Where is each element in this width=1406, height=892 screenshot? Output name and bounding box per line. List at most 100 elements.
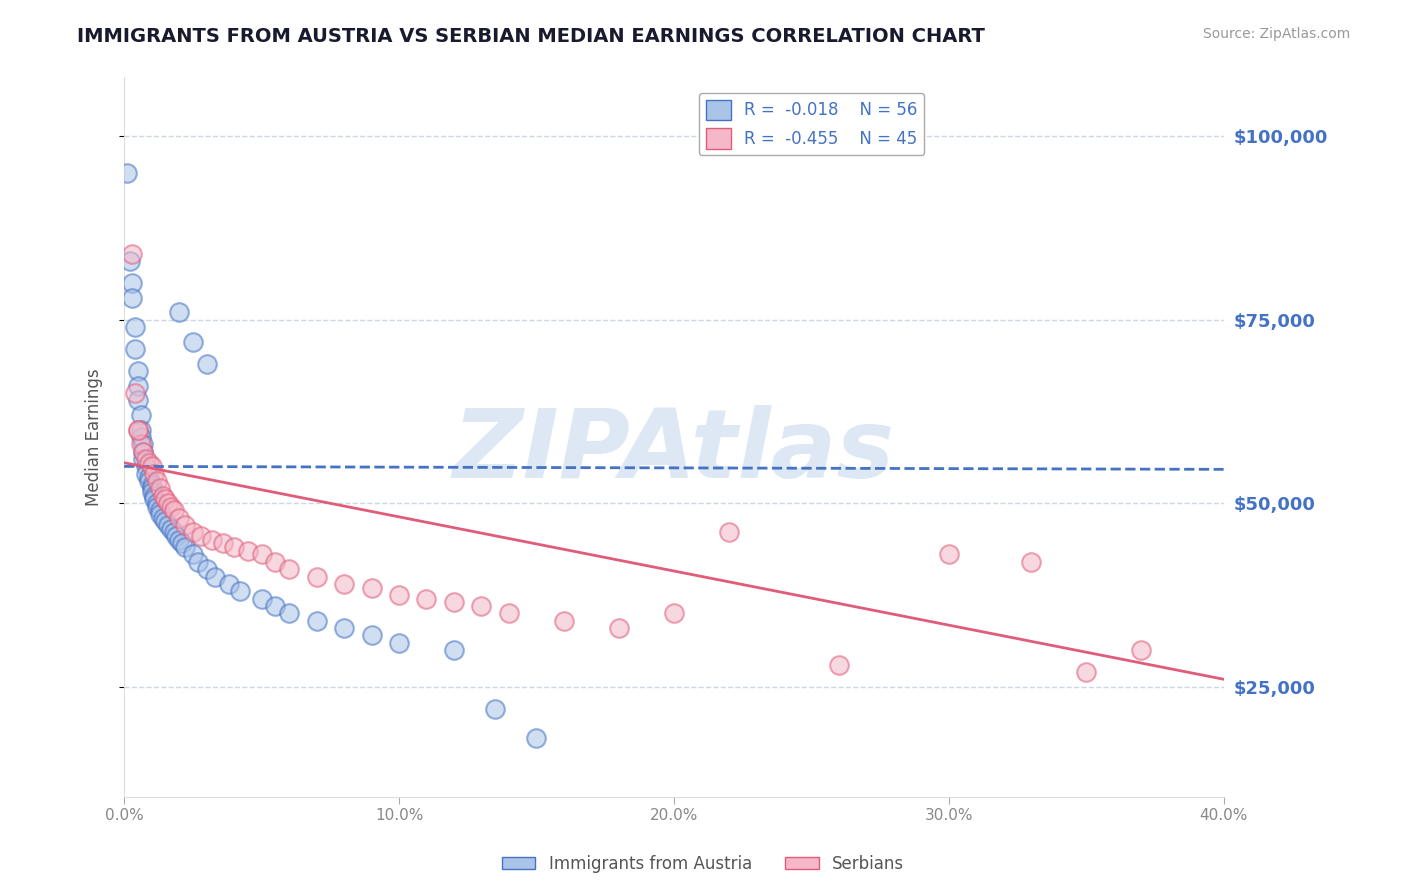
Point — [201, 533, 224, 547]
Point — [173, 518, 195, 533]
Point — [236, 544, 259, 558]
Point — [121, 246, 143, 260]
Point — [278, 606, 301, 620]
Point — [146, 500, 169, 514]
Point — [138, 474, 160, 488]
Point — [149, 482, 172, 496]
Point — [470, 599, 492, 613]
Point — [149, 503, 172, 517]
Point — [498, 606, 520, 620]
Point — [149, 507, 172, 521]
Point — [141, 459, 163, 474]
Point — [157, 496, 180, 510]
Point — [415, 591, 437, 606]
Point — [1019, 555, 1042, 569]
Point — [195, 357, 218, 371]
Point — [388, 635, 411, 649]
Point — [127, 378, 149, 392]
Point — [118, 254, 141, 268]
Point — [607, 621, 630, 635]
Point — [155, 515, 177, 529]
Point — [360, 628, 382, 642]
Point — [124, 386, 146, 401]
Point — [443, 595, 465, 609]
Point — [129, 430, 152, 444]
Point — [187, 555, 209, 569]
Point — [121, 291, 143, 305]
Point — [1076, 665, 1098, 679]
Point — [141, 477, 163, 491]
Point — [127, 364, 149, 378]
Point — [181, 548, 204, 562]
Point — [181, 525, 204, 540]
Point — [443, 643, 465, 657]
Point — [167, 305, 190, 319]
Point — [305, 614, 328, 628]
Point — [115, 166, 138, 180]
Point — [160, 500, 183, 514]
Point — [141, 485, 163, 500]
Point — [212, 536, 235, 550]
Point — [127, 423, 149, 437]
Point — [195, 562, 218, 576]
Point — [135, 452, 157, 467]
Point — [132, 444, 155, 458]
Point — [278, 562, 301, 576]
Point — [132, 437, 155, 451]
Point — [143, 492, 166, 507]
Point — [204, 569, 226, 583]
Point — [228, 584, 250, 599]
Point — [305, 569, 328, 583]
Point — [553, 614, 575, 628]
Point — [190, 529, 212, 543]
Point — [138, 456, 160, 470]
Point — [170, 536, 193, 550]
Point — [167, 510, 190, 524]
Point — [160, 522, 183, 536]
Point — [132, 444, 155, 458]
Point — [124, 320, 146, 334]
Point — [1130, 643, 1153, 657]
Point — [132, 452, 155, 467]
Point — [333, 621, 356, 635]
Point — [526, 731, 548, 745]
Text: Source: ZipAtlas.com: Source: ZipAtlas.com — [1202, 27, 1350, 41]
Point — [938, 548, 960, 562]
Point — [152, 489, 174, 503]
Point — [143, 467, 166, 481]
Point — [124, 342, 146, 356]
Point — [181, 334, 204, 349]
Point — [264, 599, 287, 613]
Text: IMMIGRANTS FROM AUSTRIA VS SERBIAN MEDIAN EARNINGS CORRELATION CHART: IMMIGRANTS FROM AUSTRIA VS SERBIAN MEDIA… — [77, 27, 986, 45]
Point — [157, 518, 180, 533]
Point — [218, 577, 240, 591]
Point — [333, 577, 356, 591]
Point — [173, 540, 195, 554]
Point — [662, 606, 685, 620]
Point — [264, 555, 287, 569]
Text: ZIPAtlas: ZIPAtlas — [453, 405, 896, 498]
Legend: R =  -0.018    N = 56, R =  -0.455    N = 45: R = -0.018 N = 56, R = -0.455 N = 45 — [699, 93, 924, 155]
Point — [135, 459, 157, 474]
Point — [165, 529, 187, 543]
Point — [167, 533, 190, 547]
Point — [828, 657, 851, 672]
Point — [138, 470, 160, 484]
Point — [143, 489, 166, 503]
Point — [146, 496, 169, 510]
Point — [388, 588, 411, 602]
Point — [129, 423, 152, 437]
Point — [155, 492, 177, 507]
Point — [129, 437, 152, 451]
Point — [146, 474, 169, 488]
Point — [127, 423, 149, 437]
Point — [360, 581, 382, 595]
Point — [129, 408, 152, 422]
Point — [250, 591, 273, 606]
Point — [152, 510, 174, 524]
Point — [250, 548, 273, 562]
Legend: Immigrants from Austria, Serbians: Immigrants from Austria, Serbians — [495, 848, 911, 880]
Point — [121, 276, 143, 290]
Point — [484, 701, 506, 715]
Point — [135, 467, 157, 481]
